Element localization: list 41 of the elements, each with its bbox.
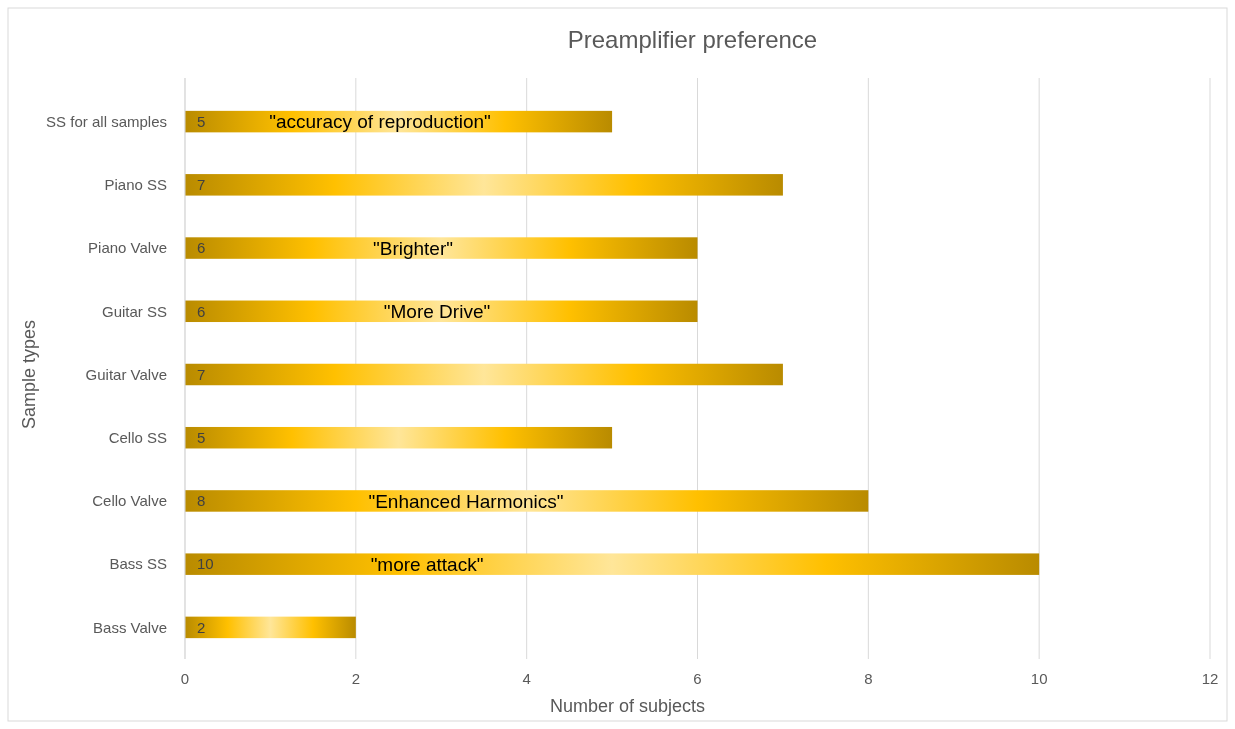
annotation: "Enhanced Harmonics" bbox=[368, 490, 564, 512]
x-tick-label: 10 bbox=[1030, 670, 1048, 687]
x-axis-title: Number of subjects bbox=[549, 696, 706, 716]
y-tick-label: Cello Valve bbox=[92, 492, 167, 510]
bar bbox=[185, 174, 783, 196]
bar bbox=[185, 363, 783, 386]
data-label: 6 bbox=[197, 239, 206, 257]
y-tick-label: Piano SS bbox=[104, 176, 167, 194]
bar bbox=[185, 237, 698, 259]
bar bbox=[185, 426, 613, 449]
data-label: 10 bbox=[197, 555, 214, 573]
x-tick-label: 12 bbox=[1201, 670, 1219, 687]
y-tick-label: Bass SS bbox=[109, 555, 167, 573]
y-tick-label: Guitar Valve bbox=[85, 365, 167, 383]
annotation: "Brighter" bbox=[372, 237, 454, 259]
x-tick-label: 4 bbox=[522, 670, 531, 687]
annotation: "accuracy of reproduction" bbox=[269, 111, 491, 133]
x-tick-label: 0 bbox=[180, 670, 190, 687]
bar bbox=[185, 490, 869, 512]
y-tick-label: Cello SS bbox=[108, 428, 167, 446]
annotation: "more attack" bbox=[370, 553, 484, 575]
bar bbox=[185, 300, 698, 323]
data-label: 7 bbox=[197, 365, 206, 383]
annotation: "More Drive" bbox=[383, 300, 491, 322]
y-tick-label: Piano Valve bbox=[88, 239, 167, 257]
y-axis-title: Sample types bbox=[19, 319, 39, 430]
x-tick-label: 2 bbox=[351, 670, 361, 687]
y-tick-label: Guitar SS bbox=[101, 302, 167, 320]
data-label: 5 bbox=[197, 428, 206, 446]
y-tick-label: Bass Valve bbox=[93, 618, 167, 636]
x-tick-label: 8 bbox=[864, 670, 873, 687]
bar bbox=[185, 553, 1040, 575]
data-label: 5 bbox=[197, 112, 206, 130]
data-label: 8 bbox=[197, 492, 206, 510]
chart-title: Preamplifier preference bbox=[567, 26, 818, 53]
bar bbox=[185, 616, 356, 639]
data-label: 7 bbox=[197, 176, 206, 194]
data-label: 6 bbox=[197, 302, 206, 320]
y-tick-label: SS for all samples bbox=[46, 112, 167, 130]
x-tick-label: 6 bbox=[693, 670, 702, 687]
data-label: 2 bbox=[197, 618, 206, 636]
